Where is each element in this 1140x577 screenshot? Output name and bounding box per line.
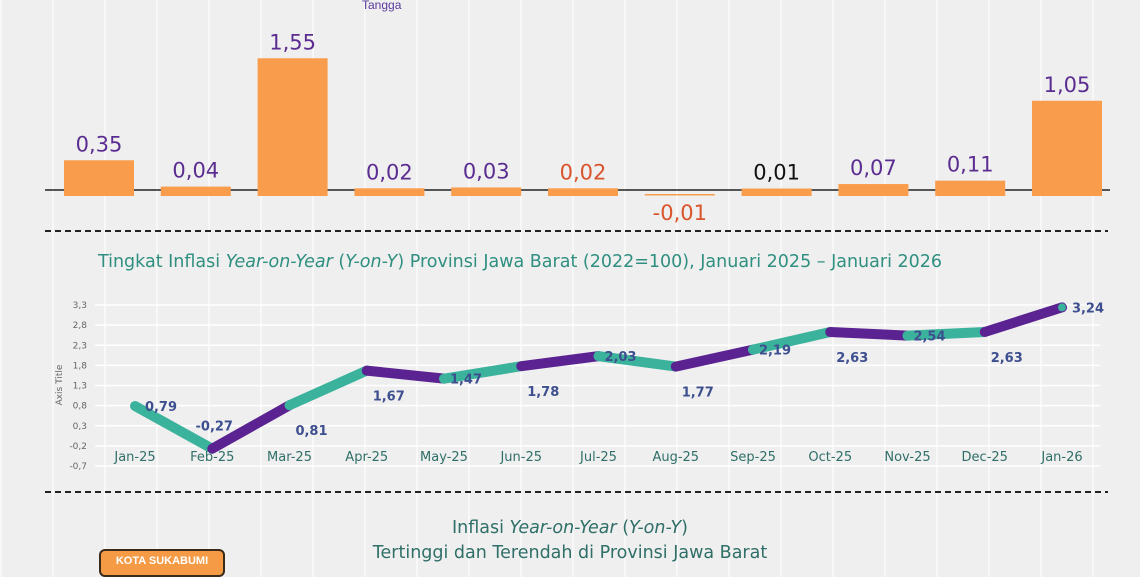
bar-data-label: 1,55 bbox=[269, 30, 316, 54]
data-point bbox=[131, 402, 139, 411]
x-tick-label: Jan-26 bbox=[1040, 450, 1082, 465]
bar-data-label: 0,02 bbox=[560, 160, 607, 184]
bar bbox=[644, 194, 715, 196]
section-title: Inflasi Year-on-Year (Y-on-Y) Tertinggi d… bbox=[372, 518, 768, 563]
x-tick-label: Feb-25 bbox=[190, 450, 234, 465]
line-segment bbox=[284, 365, 372, 411]
x-tick-label: Jun-25 bbox=[499, 450, 542, 465]
line-segment bbox=[748, 326, 836, 355]
y-tick-label: 3,3 bbox=[73, 301, 87, 311]
y-axis-title: Axis Title bbox=[55, 364, 65, 405]
data-point bbox=[594, 352, 603, 361]
line-segment bbox=[593, 351, 681, 372]
line-segment bbox=[979, 302, 1067, 337]
line-data-label: 2,63 bbox=[836, 351, 868, 366]
y-tick-label: 1,8 bbox=[73, 361, 88, 371]
y-tick-label: -0,2 bbox=[69, 442, 87, 452]
line-data-label: 2,03 bbox=[604, 350, 636, 365]
bar bbox=[741, 188, 812, 196]
line-segment bbox=[825, 326, 913, 341]
line-segment bbox=[516, 351, 604, 372]
bar bbox=[838, 184, 909, 196]
y-tick-label: 1,3 bbox=[73, 382, 87, 392]
bar bbox=[64, 160, 134, 196]
line-chart-title: Tingkat Inflasi Year-on-Year (Y-on-Y) Pr… bbox=[97, 252, 943, 272]
bar bbox=[160, 186, 231, 196]
data-point bbox=[671, 362, 680, 371]
bar bbox=[1032, 100, 1102, 196]
header-fragment: Tangga bbox=[362, 0, 402, 12]
x-tick-label: Apr-25 bbox=[345, 450, 388, 465]
line-data-label: 1,47 bbox=[450, 373, 482, 388]
bar-data-label: 0,04 bbox=[172, 159, 219, 183]
data-point bbox=[749, 345, 757, 354]
bar-data-label: 0,02 bbox=[366, 160, 413, 184]
x-tick-label: May-25 bbox=[420, 450, 468, 465]
bar bbox=[354, 188, 425, 196]
bar bbox=[451, 187, 522, 196]
line-data-label: 0,79 bbox=[145, 400, 177, 415]
y-tick-label: 2,3 bbox=[73, 341, 87, 351]
x-tick-label: Sep-25 bbox=[730, 450, 776, 465]
x-tick-label: Jan-25 bbox=[113, 450, 155, 465]
data-point bbox=[1058, 303, 1066, 312]
data-point bbox=[285, 401, 294, 410]
bar-data-label: 0,01 bbox=[753, 161, 800, 185]
bar-data-label: -0,01 bbox=[653, 201, 707, 225]
x-tick-label: Aug-25 bbox=[652, 450, 699, 465]
x-tick-label: Jul-25 bbox=[579, 450, 617, 465]
region-badge: KOTA SUKABUMI bbox=[99, 549, 225, 577]
data-point bbox=[517, 362, 526, 371]
bar-data-label: 0,07 bbox=[850, 156, 897, 180]
line-data-label: 1,67 bbox=[373, 390, 405, 405]
line-segment bbox=[670, 344, 758, 372]
line-segment bbox=[361, 365, 449, 384]
bar bbox=[257, 58, 328, 196]
data-point bbox=[826, 327, 835, 336]
data-point bbox=[440, 374, 448, 383]
bar-data-label: 0,11 bbox=[947, 153, 994, 177]
bar bbox=[548, 188, 618, 196]
y-tick-label: -0,7 bbox=[69, 462, 87, 472]
line-data-label: -0,27 bbox=[196, 420, 233, 435]
data-point bbox=[903, 331, 912, 340]
data-point bbox=[208, 444, 217, 453]
line-data-label: 2,63 bbox=[991, 351, 1023, 366]
line-segment bbox=[130, 401, 218, 454]
line-segment bbox=[439, 361, 527, 384]
y-tick-label: 2,8 bbox=[73, 321, 88, 331]
x-tick-label: Nov-25 bbox=[884, 450, 930, 465]
line-data-label: 0,81 bbox=[295, 424, 327, 439]
x-tick-label: Dec-25 bbox=[962, 450, 1008, 465]
data-point bbox=[362, 366, 371, 375]
bar-data-label: 1,05 bbox=[1044, 73, 1091, 97]
line-data-label: 3,24 bbox=[1072, 301, 1104, 316]
bar bbox=[935, 180, 1006, 196]
bar-data-label: 0,35 bbox=[76, 132, 123, 156]
line-data-label: 1,78 bbox=[527, 385, 559, 400]
x-tick-label: Mar-25 bbox=[267, 450, 312, 465]
y-tick-label: 0,3 bbox=[73, 422, 87, 432]
y-tick-label: 0,8 bbox=[73, 402, 88, 412]
line-data-label: 2,54 bbox=[913, 330, 945, 345]
line-segment bbox=[207, 400, 295, 454]
line-data-label: 2,19 bbox=[759, 344, 791, 359]
line-segment bbox=[902, 326, 990, 341]
bar-data-label: 0,03 bbox=[463, 159, 510, 183]
line-data-label: 1,77 bbox=[682, 386, 714, 401]
x-tick-label: Oct-25 bbox=[808, 450, 852, 465]
data-point bbox=[980, 327, 989, 336]
